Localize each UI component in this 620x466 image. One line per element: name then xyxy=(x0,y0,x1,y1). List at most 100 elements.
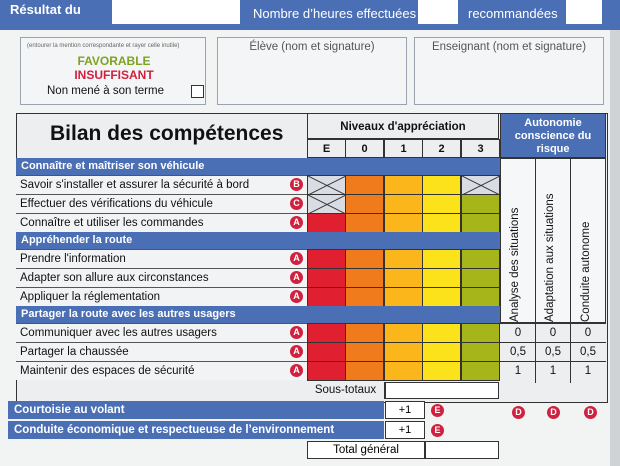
level-cell[interactable] xyxy=(422,249,461,269)
level-cell[interactable] xyxy=(422,194,461,214)
competence-badge: A xyxy=(290,364,303,377)
autonomy-col-analyse: Analyse des situations xyxy=(509,207,521,322)
autonomy-score: 0 xyxy=(500,323,536,342)
student-signature-box[interactable]: Élève (nom et signature) xyxy=(217,37,407,105)
autonomy-score: 1 xyxy=(500,361,536,380)
level-cell[interactable] xyxy=(307,323,346,343)
competence-label: Partager la chaussée xyxy=(20,346,129,358)
level-cell[interactable] xyxy=(422,342,461,362)
level-cell[interactable] xyxy=(461,287,500,307)
mention-box: (entourer la mention correspondante et r… xyxy=(20,37,206,105)
autonomy-score: 0 xyxy=(570,323,606,342)
hours-done-label: Nombre d’heures effectuées xyxy=(253,6,417,21)
total-general-label: Total général xyxy=(307,441,425,459)
level-cell[interactable] xyxy=(307,342,346,362)
autonomy-header: Autonomie conscience du risque xyxy=(500,113,606,158)
level-cell[interactable] xyxy=(422,268,461,288)
favorable-option[interactable]: FAVORABLE xyxy=(77,54,151,68)
not-completed-checkbox[interactable] xyxy=(191,85,204,98)
level-cell[interactable] xyxy=(461,361,500,381)
level-cell[interactable] xyxy=(384,268,423,288)
courtesy-badge-e: E xyxy=(431,404,444,417)
level-cell[interactable] xyxy=(384,249,423,269)
subtotal-label: Sous-totaux xyxy=(307,382,385,399)
level-cell[interactable] xyxy=(422,287,461,307)
section-header: Connaître et maîtriser son véhicule xyxy=(16,158,307,175)
level-cell[interactable] xyxy=(307,287,346,307)
courtesy-bonus[interactable]: +1 xyxy=(385,401,425,419)
level-cell[interactable] xyxy=(461,175,500,195)
eco-bonus[interactable]: +1 xyxy=(385,421,425,439)
autonomy-score: 0,5 xyxy=(570,342,606,361)
level-cell[interactable] xyxy=(345,268,384,288)
level-cell[interactable] xyxy=(307,194,346,214)
level-cell[interactable] xyxy=(384,287,423,307)
recommended-field[interactable] xyxy=(566,0,602,24)
level-cell[interactable] xyxy=(384,194,423,214)
autonomy-score: 1 xyxy=(570,361,606,380)
level-col-header: 3 xyxy=(461,139,500,158)
level-cell[interactable] xyxy=(345,194,384,214)
autonomy-badge-d-1: D xyxy=(512,406,525,419)
level-cell[interactable] xyxy=(307,175,346,195)
autonomy-badge-d-3: D xyxy=(584,406,597,419)
level-cell[interactable] xyxy=(422,175,461,195)
teacher-signature-label: Enseignant (nom et signature) xyxy=(431,41,587,53)
result-field[interactable] xyxy=(112,0,240,24)
teacher-signature-box[interactable]: Enseignant (nom et signature) xyxy=(414,37,604,105)
level-cell[interactable] xyxy=(345,342,384,362)
level-cell[interactable] xyxy=(384,175,423,195)
level-cell[interactable] xyxy=(345,361,384,381)
competence-label: Communiquer avec les autres usagers xyxy=(20,327,217,339)
level-cell[interactable] xyxy=(384,323,423,343)
autonomy-score: 0,5 xyxy=(500,342,536,361)
competence-label: Appliquer la réglementation xyxy=(20,291,161,303)
autonomy-score: 0,5 xyxy=(535,342,571,361)
competence-label: Adapter son allure aux circonstances xyxy=(20,272,209,284)
level-cell[interactable] xyxy=(345,175,384,195)
level-cell[interactable] xyxy=(307,268,346,288)
level-col-header: 1 xyxy=(384,139,423,158)
cross-icon xyxy=(462,176,500,195)
level-cell[interactable] xyxy=(422,361,461,381)
level-cell[interactable] xyxy=(461,194,500,214)
competence-row: Connaître et utiliser les commandes xyxy=(16,213,307,232)
level-cell[interactable] xyxy=(345,213,384,233)
section-header: Partager la route avec les autres usager… xyxy=(16,306,307,323)
level-cell[interactable] xyxy=(461,268,500,288)
level-col-header: E xyxy=(307,139,346,158)
level-cell[interactable] xyxy=(384,342,423,362)
level-cell[interactable] xyxy=(461,213,500,233)
competence-badge: A xyxy=(290,271,303,284)
level-cell[interactable] xyxy=(345,249,384,269)
level-cell[interactable] xyxy=(422,213,461,233)
section-header-fill xyxy=(307,232,500,249)
section-header-fill xyxy=(307,158,500,175)
level-cell[interactable] xyxy=(384,213,423,233)
autonomy-score: 0 xyxy=(535,323,571,342)
section-header-fill xyxy=(307,306,500,323)
competence-row: Savoir s'installer et assurer la sécurit… xyxy=(16,175,307,194)
total-general-field[interactable] xyxy=(425,441,499,459)
level-cell[interactable] xyxy=(461,342,500,362)
eco-badge-e: E xyxy=(431,424,444,437)
competence-row: Communiquer avec les autres usagers xyxy=(16,323,307,342)
level-col-header: 2 xyxy=(422,139,461,158)
level-cell[interactable] xyxy=(307,361,346,381)
eco-driving-row: Conduite économique et respectueuse de l… xyxy=(8,421,384,439)
level-cell[interactable] xyxy=(461,249,500,269)
level-cell[interactable] xyxy=(345,287,384,307)
hours-done-field[interactable] xyxy=(418,0,458,24)
insuffisant-option[interactable]: INSUFFISANT xyxy=(74,68,154,82)
level-cell[interactable] xyxy=(384,361,423,381)
level-cell[interactable] xyxy=(307,249,346,269)
cross-icon xyxy=(308,195,346,214)
level-cell[interactable] xyxy=(461,323,500,343)
level-cell[interactable] xyxy=(345,323,384,343)
competence-label: Prendre l'information xyxy=(20,253,126,265)
subtotal-field[interactable] xyxy=(385,382,499,399)
competence-badge: B xyxy=(290,178,303,191)
level-cell[interactable] xyxy=(422,323,461,343)
level-cell[interactable] xyxy=(307,213,346,233)
competence-label: Maintenir des espaces de sécurité xyxy=(20,365,195,377)
